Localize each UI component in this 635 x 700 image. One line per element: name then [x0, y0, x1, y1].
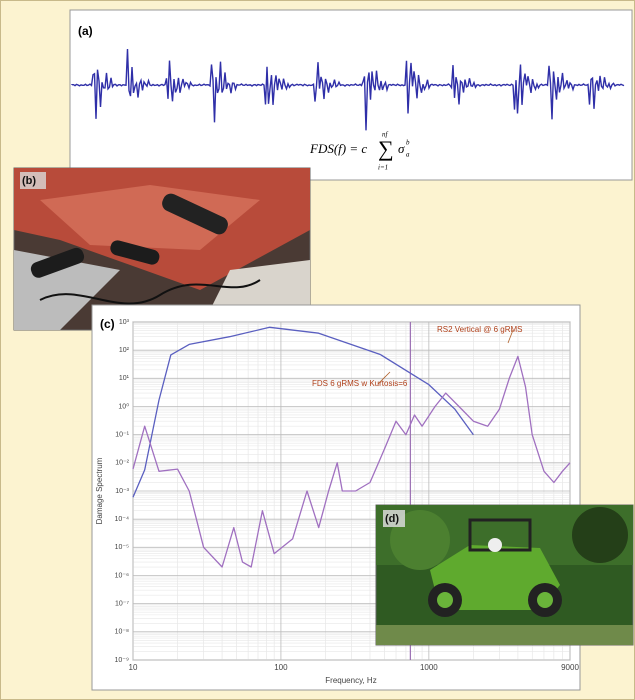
y-tick-label: 10⁻⁵ [115, 544, 129, 551]
y-tick-label: 10⁻⁶ [115, 572, 129, 579]
panel-a [69, 9, 633, 181]
y-tick-label: 10⁻⁸ [115, 629, 129, 636]
y-tick-label: 10⁻⁹ [115, 657, 129, 664]
formula-lower: i=1 [378, 164, 388, 172]
formula-term: σ [398, 141, 405, 156]
panel-label: (c) [100, 317, 115, 331]
photo-d: (d) [375, 504, 634, 646]
y-tick-label: 10⁻³ [115, 488, 129, 495]
x-tick-label: 100 [274, 663, 288, 672]
formula-sub: a [406, 151, 410, 159]
formula: FDS(f) = c ∑ nf i=1 σ b a [309, 131, 410, 172]
waveform [71, 48, 625, 131]
y-tick-label: 10⁻¹ [115, 432, 129, 439]
panel-label: (d) [385, 513, 399, 525]
y-tick-label: 10² [119, 347, 130, 354]
series-annotation: RS2 Vertical @ 6 gRMS [437, 325, 522, 334]
formula-upper: nf [382, 131, 389, 139]
y-tick-label: 10³ [119, 319, 130, 326]
formula-sup: b [406, 139, 410, 147]
x-axis-label: Frequency, Hz [325, 676, 376, 685]
y-tick-label: 10⁻² [115, 460, 129, 467]
x-tick-label: 1000 [420, 663, 438, 672]
formula-sum: ∑ [378, 136, 394, 161]
x-tick-label: 9000 [561, 663, 579, 672]
series-line [132, 326, 474, 498]
panel-label: (b) [22, 175, 36, 187]
y-tick-label: 10⁻⁴ [115, 516, 130, 523]
y-tick-label: 10⁻⁷ [115, 601, 129, 608]
annotation-leader [507, 329, 514, 344]
series-annotation: FDS 6 gRMS w Kurtosis=6 [312, 379, 408, 388]
y-tick-label: 10⁰ [118, 402, 129, 410]
formula-lhs: FDS(f) = c [309, 141, 367, 156]
y-axis-label: Damage Spectrum [95, 457, 104, 524]
x-tick-label: 10 [129, 663, 138, 672]
series-line [132, 355, 571, 568]
y-tick-label: 10¹ [119, 375, 130, 382]
panel-label: (a) [78, 24, 93, 38]
annotation-leader [377, 371, 391, 385]
